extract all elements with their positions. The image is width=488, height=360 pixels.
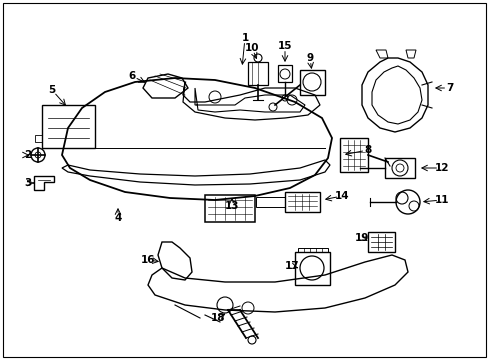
Text: 9: 9 bbox=[306, 53, 313, 63]
Text: 8: 8 bbox=[364, 145, 371, 155]
Text: 14: 14 bbox=[334, 191, 348, 201]
Text: 10: 10 bbox=[244, 43, 259, 53]
Text: 17: 17 bbox=[284, 261, 299, 271]
Text: 13: 13 bbox=[224, 201, 239, 211]
Text: 3: 3 bbox=[24, 178, 32, 188]
Text: 6: 6 bbox=[128, 71, 135, 81]
Text: 19: 19 bbox=[354, 233, 368, 243]
Text: 1: 1 bbox=[241, 33, 248, 43]
Text: 2: 2 bbox=[24, 150, 32, 160]
Text: 7: 7 bbox=[446, 83, 453, 93]
Text: 5: 5 bbox=[48, 85, 56, 95]
Text: 4: 4 bbox=[114, 213, 122, 223]
Text: 12: 12 bbox=[434, 163, 448, 173]
Text: 11: 11 bbox=[434, 195, 448, 205]
Text: 15: 15 bbox=[277, 41, 292, 51]
Text: 18: 18 bbox=[210, 313, 225, 323]
Text: 16: 16 bbox=[141, 255, 155, 265]
